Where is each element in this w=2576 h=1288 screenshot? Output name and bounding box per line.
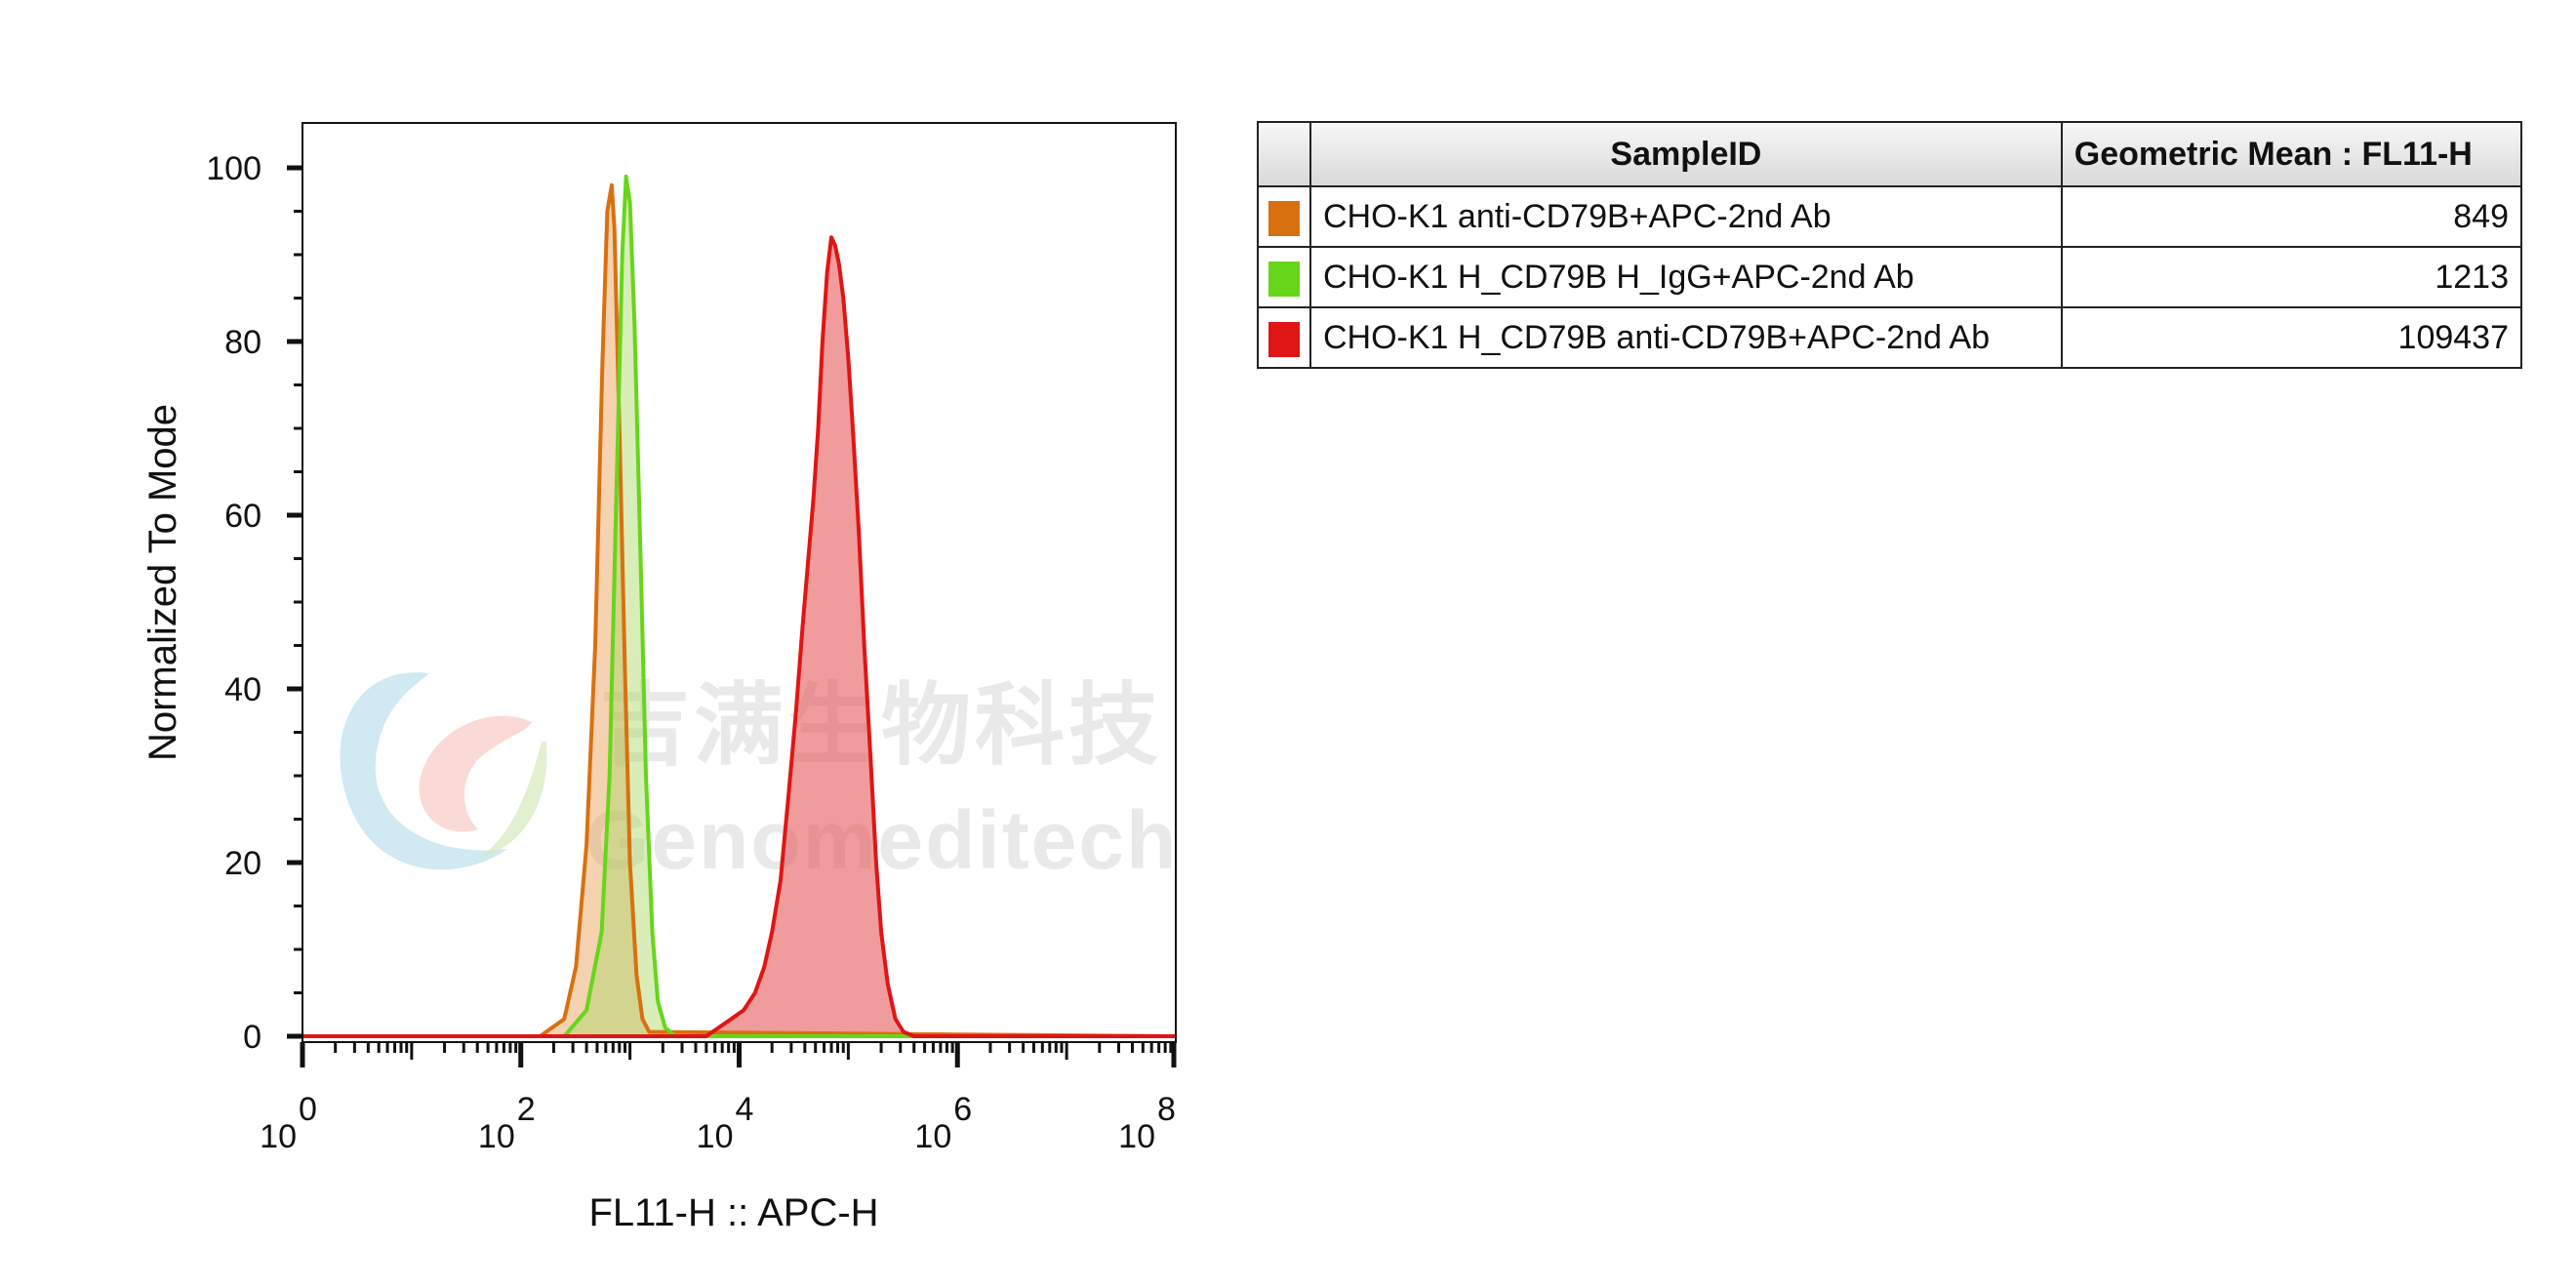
x-tick-label: 108 bbox=[1118, 1091, 1176, 1155]
legend-header-geometric-mean: Geometric Mean : FL11-H bbox=[2060, 121, 2523, 187]
sample-legend-table: SampleID Geometric Mean : FL11-H CHO-K1 … bbox=[1257, 121, 2523, 369]
legend-sample-id: CHO-K1 anti-CD79B+APC-2nd Ab bbox=[1309, 185, 2063, 248]
legend-row: CHO-K1 H_CD79B H_IgG+APC-2nd Ab 1213 bbox=[1257, 246, 2523, 308]
histogram-curves bbox=[302, 174, 1177, 1038]
x-tick-label-exponent: 4 bbox=[736, 1091, 754, 1128]
histogram-fill-1 bbox=[302, 176, 1176, 1036]
legend-swatch bbox=[1268, 321, 1300, 357]
watermark-cn-text: 吉满生物科技 bbox=[600, 676, 1162, 776]
x-tick-label: 104 bbox=[697, 1091, 754, 1155]
y-tick-label: 20 bbox=[224, 845, 262, 882]
x-tick-label-base: 10 bbox=[697, 1118, 734, 1155]
legend-geometric-mean: 1213 bbox=[2060, 246, 2523, 308]
legend-header-sample-id: SampleID bbox=[1309, 121, 2063, 187]
x-tick-label: 102 bbox=[478, 1091, 536, 1155]
legend-geometric-mean: 109437 bbox=[2060, 306, 2523, 369]
y-axis-label: Normalized To Mode bbox=[141, 404, 184, 761]
x-tick-label-exponent: 8 bbox=[1157, 1091, 1176, 1128]
histogram-fill-2 bbox=[302, 237, 1176, 1036]
legend-geometric-mean: 849 bbox=[2060, 185, 2523, 248]
histogram-line-1 bbox=[302, 174, 1176, 1038]
x-tick-label-exponent: 6 bbox=[953, 1091, 972, 1128]
x-tick-label: 106 bbox=[914, 1091, 972, 1155]
y-tick-label: 80 bbox=[224, 324, 262, 361]
x-tick-label-base: 10 bbox=[260, 1118, 297, 1155]
x-tick-label-exponent: 2 bbox=[517, 1091, 536, 1128]
legend-swatch bbox=[1268, 200, 1300, 236]
plot-frame bbox=[302, 122, 1177, 1043]
y-tick-label: 40 bbox=[224, 671, 262, 708]
legend-row: CHO-K1 H_CD79B anti-CD79B+APC-2nd Ab 109… bbox=[1257, 306, 2523, 369]
y-axis: 0 20 40 60 80 100 bbox=[206, 150, 302, 1056]
histogram-fill-0 bbox=[302, 184, 1176, 1037]
legend-sample-id: CHO-K1 H_CD79B anti-CD79B+APC-2nd Ab bbox=[1309, 306, 2063, 369]
y-tick-label: 0 bbox=[243, 1019, 262, 1056]
x-tick-label-base: 10 bbox=[1118, 1118, 1155, 1155]
watermark-en-text: Genomeditech bbox=[585, 794, 1178, 886]
legend-header-blank bbox=[1257, 121, 1311, 187]
y-tick-label: 60 bbox=[224, 498, 262, 535]
legend-swatch bbox=[1268, 261, 1300, 297]
histogram-line-2 bbox=[302, 235, 1176, 1038]
x-axis-label: FL11-H :: APC-H bbox=[588, 1191, 878, 1234]
legend-row: CHO-K1 anti-CD79B+APC-2nd Ab 849 bbox=[1257, 185, 2523, 248]
watermark-logo-icon bbox=[340, 672, 547, 870]
histogram-line-0 bbox=[302, 182, 1177, 1038]
y-tick-label: 100 bbox=[206, 150, 262, 187]
legend-sample-id: CHO-K1 H_CD79B H_IgG+APC-2nd Ab bbox=[1309, 246, 2063, 308]
x-tick-label-exponent: 0 bbox=[299, 1091, 317, 1128]
x-tick-label-base: 10 bbox=[914, 1118, 951, 1155]
watermark: 吉满生物科技 Genomeditech bbox=[340, 672, 1178, 886]
x-tick-label-base: 10 bbox=[478, 1118, 515, 1155]
x-tick-label: 100 bbox=[260, 1091, 317, 1155]
legend-header-row: SampleID Geometric Mean : FL11-H bbox=[1257, 121, 2523, 187]
